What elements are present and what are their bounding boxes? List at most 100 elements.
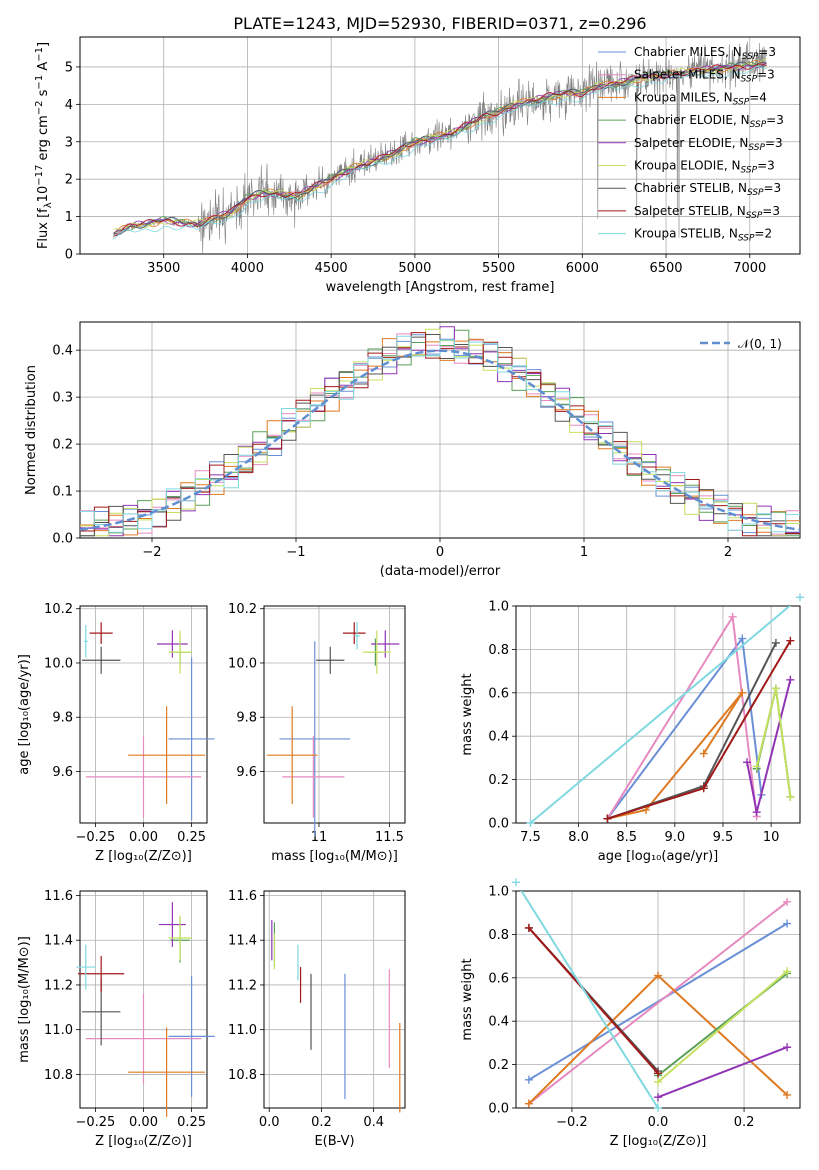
legend-label: Kroupa STELIB, NSSP=2	[634, 227, 772, 244]
x-tick-label: −1	[286, 545, 305, 560]
y-tick-label: 0.2	[52, 438, 73, 453]
x-axis-label: mass [log₁₀(M/M⊙)]	[271, 849, 398, 864]
x-tick-label: 1	[580, 545, 588, 560]
y-tick-label: 5	[65, 60, 73, 75]
y-tick-label: 1	[65, 210, 73, 225]
x-axis-label: age [log₁₀(age/yr)]	[598, 849, 719, 864]
legend-label: Salpeter MILES, NSSP=3	[634, 68, 775, 85]
mass-weight-line	[657, 1046, 788, 1099]
x-tick-label: −0.25	[75, 830, 115, 845]
errorbar-point	[168, 657, 215, 821]
y-tick-label: 2	[65, 173, 73, 188]
massweight_vs_Z-axes: −0.2 0.0 0.2 0.0 0.2 0.4 0.6 0.8 1.0 Z [log₁₀(Z/Z…	[460, 878, 801, 1149]
y-tick-label: 11.2	[44, 978, 73, 993]
x-axis-label: wavelength [Angstrom, rest frame]	[326, 280, 555, 295]
age_vs_Z-axes: −0.25 0.00 0.25 9.6 9.8 10.0 10.2 Z [log₁₀(Z/Z⊙…	[17, 602, 215, 864]
x-tick-label: 8.5	[616, 830, 637, 845]
plus-marker	[526, 819, 535, 827]
errorbar-point	[128, 706, 206, 805]
y-tick-label: 10.0	[228, 656, 257, 671]
y-tick-label: 0.3	[52, 391, 73, 406]
legend-label: Kroupa MILES, NSSP=4	[634, 90, 767, 107]
y-tick-label: 10.2	[228, 602, 257, 617]
y-axis-label: Flux [fλ10−17 erg cm−2 s−1 A−1]	[34, 42, 54, 249]
y-tick-label: 10.0	[44, 656, 73, 671]
x-tick-label: 0.25	[177, 830, 206, 845]
legend-label: Chabrier ELODIE, NSSP=3	[634, 113, 784, 130]
y-tick-label: 0.4	[488, 730, 509, 745]
plus-marker	[524, 923, 533, 932]
y-axis-label: mass [log₁₀(M/M⊙)]	[17, 936, 32, 1063]
y-tick-label: 0.6	[488, 971, 509, 986]
x-axis-label: E(B-V)	[314, 1134, 354, 1149]
errorbar-point	[354, 622, 360, 650]
axes-frame	[263, 605, 406, 824]
model-spectrum-line	[113, 61, 767, 234]
y-tick-label: 11.6	[44, 889, 73, 904]
x-tick-label: 5000	[398, 261, 431, 276]
y-tick-label: 9.6	[52, 765, 73, 780]
x-tick-label: 8.0	[568, 830, 589, 845]
errorbar-point	[279, 641, 351, 837]
errorbar-point	[128, 1027, 206, 1117]
y-tick-label: 0.6	[488, 686, 509, 701]
y-tick-label: 1.0	[488, 885, 509, 900]
model-spectrum-line	[113, 66, 767, 240]
errorbar-point	[78, 955, 125, 992]
errorbar-point	[85, 736, 202, 818]
mass-weight-line	[520, 891, 659, 1108]
legend-label: Salpeter ELODIE, NSSP=3	[634, 136, 783, 153]
legend-label: Chabrier MILES, NSSP=3	[634, 45, 776, 62]
y-tick-label: 9.8	[52, 711, 73, 726]
errorbar-point	[168, 630, 192, 674]
age_vs_mass-axes: 11 11.5 9.6 9.8 10.0 10.2 mass [log₁₀(M/M⊙)]	[228, 602, 406, 864]
plus-marker	[771, 684, 780, 693]
plus-marker	[783, 1043, 792, 1052]
legend-label: 𝒩(0, 1)	[738, 337, 782, 351]
y-tick-label: 11.4	[44, 934, 73, 949]
spectrum-axes: 3500 4000 4500 5000 5500 6000 6500 7000 0 1 2 3 4 5 wa…	[34, 36, 801, 295]
y-tick-label: 10.8	[44, 1068, 73, 1083]
figure-title: PLATE=1243, MJD=52930, FIBERID=0371, z=0…	[233, 14, 646, 33]
x-axis-label: Z [log₁₀(Z/Z⊙)]	[610, 1134, 707, 1149]
plus-marker	[654, 1069, 662, 1078]
y-tick-label: 0.4	[52, 344, 73, 359]
y-tick-label: 0.4	[488, 1015, 509, 1030]
mass-weight-line	[528, 901, 788, 1105]
mass-weight-line	[657, 970, 788, 1083]
axes-frame	[79, 890, 208, 1109]
plus-marker	[783, 1090, 792, 1099]
mass-weight-line	[528, 927, 659, 1074]
errorbar-point	[81, 646, 121, 674]
x-tick-label: 2	[724, 545, 732, 560]
plus-marker	[699, 749, 708, 758]
errorbar-point	[83, 624, 88, 658]
x-tick-label: 5500	[482, 261, 515, 276]
errorbar-point	[266, 706, 318, 805]
y-tick-label: 10.8	[228, 1068, 257, 1083]
plus-marker	[786, 792, 795, 801]
axes-frame	[79, 605, 208, 824]
x-axis-label: (data-model)/error	[380, 564, 501, 579]
x-tick-label: 0.25	[177, 1115, 206, 1130]
y-tick-label: 0.2	[488, 773, 509, 788]
x-tick-label: 7000	[733, 261, 766, 276]
x-tick-label: 6500	[649, 261, 682, 276]
x-tick-label: 0	[436, 545, 444, 560]
plus-marker	[699, 784, 708, 793]
normal-curve	[79, 349, 801, 532]
x-tick-label: 3500	[147, 261, 180, 276]
errorbar-point	[316, 646, 345, 674]
y-tick-label: 11.6	[228, 889, 257, 904]
y-tick-label: 0.0	[488, 817, 509, 832]
y-axis-label: age [log₁₀(age/yr)]	[17, 654, 32, 775]
legend-label: Chabrier STELIB, NSSP=3	[634, 181, 781, 198]
errorbar-point	[371, 630, 400, 658]
x-tick-label: 0.0	[648, 1115, 669, 1130]
x-tick-label: 11.5	[375, 830, 404, 845]
plus-marker	[771, 638, 780, 647]
y-tick-label: 0	[65, 248, 73, 263]
histogram-step	[80, 335, 800, 533]
y-axis-label: Normed distribution	[24, 365, 39, 495]
